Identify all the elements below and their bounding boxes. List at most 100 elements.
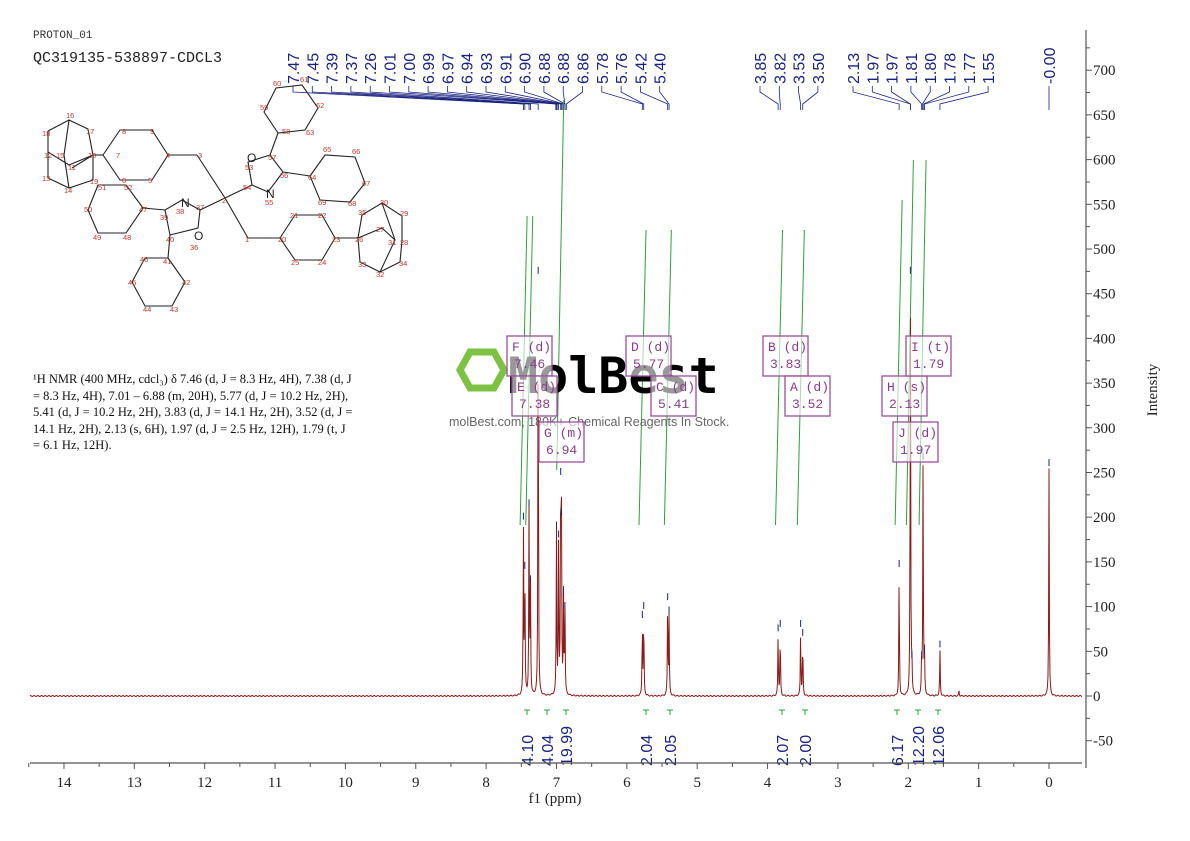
svg-text:5: 5 <box>693 775 701 791</box>
svg-text:29: 29 <box>400 209 408 218</box>
svg-text:2: 2 <box>222 196 226 205</box>
svg-text:7.00: 7.00 <box>402 53 419 84</box>
svg-text:-50: -50 <box>1093 734 1113 750</box>
integral-labels: 4.10 4.04 19.99 2.04 2.05 2.07 2.00 6.17 12.20 12… <box>520 709 948 766</box>
svg-text:H (s): H (s) <box>887 380 926 395</box>
svg-text:13: 13 <box>42 174 50 183</box>
axes: 14 13 12 11 10 9 8 7 6 5 4 3 2 1 0f1 (ppm)-50050100150… <box>28 30 1161 807</box>
molbest-logo-icon <box>455 348 509 392</box>
svg-text:54: 54 <box>243 183 251 192</box>
svg-text:3.82: 3.82 <box>772 53 789 84</box>
svg-text:18: 18 <box>42 129 50 138</box>
svg-text:2.13: 2.13 <box>889 397 920 412</box>
svg-text:0: 0 <box>1093 689 1101 705</box>
svg-text:250: 250 <box>1093 466 1116 482</box>
svg-text:5.41: 5.41 <box>658 397 689 412</box>
svg-text:6.17: 6.17 <box>890 735 907 766</box>
svg-text:7.37: 7.37 <box>344 53 361 84</box>
svg-text:5.78: 5.78 <box>595 53 612 84</box>
svg-text:3.50: 3.50 <box>811 53 828 84</box>
svg-text:6.94: 6.94 <box>546 443 577 458</box>
svg-text:31: 31 <box>388 238 396 247</box>
svg-text:700: 700 <box>1093 63 1116 79</box>
svg-text:5: 5 <box>148 176 152 185</box>
svg-text:N: N <box>266 187 275 201</box>
svg-text:6.88: 6.88 <box>537 53 554 84</box>
svg-text:14: 14 <box>56 775 72 791</box>
svg-text:56: 56 <box>280 171 288 180</box>
svg-text:6.99: 6.99 <box>421 53 438 84</box>
svg-text:8: 8 <box>482 775 490 791</box>
nmr-description: ¹H NMR (400 MHz, cdcl₃) δ 7.46 (d, J = 8… <box>33 372 353 452</box>
svg-text:1.79: 1.79 <box>913 357 944 372</box>
svg-text:30: 30 <box>380 198 388 207</box>
svg-text:6.88: 6.88 <box>556 53 573 84</box>
svg-text:35: 35 <box>358 208 366 217</box>
svg-text:7: 7 <box>116 151 120 160</box>
svg-text:3.53: 3.53 <box>792 53 809 84</box>
svg-text:2.04: 2.04 <box>639 735 656 766</box>
svg-text:69: 69 <box>318 198 326 207</box>
svg-text:68: 68 <box>348 199 356 208</box>
svg-text:62: 62 <box>316 101 324 110</box>
svg-text:59: 59 <box>260 103 268 112</box>
svg-text:0: 0 <box>1045 775 1053 791</box>
svg-text:2.05: 2.05 <box>663 735 680 766</box>
svg-text:O: O <box>247 151 256 165</box>
svg-text:1.97: 1.97 <box>865 53 882 84</box>
svg-text:6.97: 6.97 <box>440 53 457 84</box>
svg-text:500: 500 <box>1093 242 1116 258</box>
svg-text:7.46: 7.46 <box>514 357 545 372</box>
svg-text:-0.00: -0.00 <box>1042 47 1059 84</box>
svg-text:6: 6 <box>122 176 126 185</box>
svg-text:100: 100 <box>1093 600 1116 616</box>
sample-title: QC319135-538897-CDCL3 <box>33 50 223 67</box>
svg-text:7.45: 7.45 <box>305 53 322 84</box>
svg-text:14: 14 <box>64 186 72 195</box>
svg-text:45: 45 <box>128 278 136 287</box>
svg-text:7.39: 7.39 <box>325 53 342 84</box>
svg-text:33: 33 <box>358 260 366 269</box>
spectrum-trace <box>29 266 1083 698</box>
svg-text:6.86: 6.86 <box>576 53 593 84</box>
svg-text:16: 16 <box>66 111 74 120</box>
svg-text:1.81: 1.81 <box>904 53 921 84</box>
svg-text:2: 2 <box>905 775 913 791</box>
svg-text:51: 51 <box>98 183 106 192</box>
svg-text:12: 12 <box>197 775 212 791</box>
svg-text:50: 50 <box>84 205 92 214</box>
svg-text:1.78: 1.78 <box>943 53 960 84</box>
svg-text:5.76: 5.76 <box>614 53 631 84</box>
svg-text:50: 50 <box>1093 644 1108 660</box>
svg-text:600: 600 <box>1093 153 1116 169</box>
svg-text:A (d): A (d) <box>790 380 829 395</box>
svg-text:1.97: 1.97 <box>885 53 902 84</box>
svg-text:12: 12 <box>44 151 52 160</box>
svg-text:8: 8 <box>122 127 126 136</box>
svg-text:44: 44 <box>143 305 151 314</box>
integral-curves <box>519 99 927 526</box>
svg-text:7.01: 7.01 <box>383 53 400 84</box>
multiplet-boxes: F (d) 7.46 E (d) 7.38 G (m) 6.94 D (d) 5.77 C (d… <box>506 335 952 463</box>
svg-text:13: 13 <box>127 775 142 791</box>
svg-text:19.99: 19.99 <box>559 726 576 766</box>
svg-text:I (t): I (t) <box>911 340 950 355</box>
svg-text:5.77: 5.77 <box>633 357 664 372</box>
svg-text:65: 65 <box>323 145 331 154</box>
svg-text:4: 4 <box>166 151 170 160</box>
svg-text:1.80: 1.80 <box>923 53 940 84</box>
svg-text:9: 9 <box>150 127 154 136</box>
svg-text:39: 39 <box>160 213 168 222</box>
svg-text:4.10: 4.10 <box>520 735 537 766</box>
svg-text:26: 26 <box>355 235 363 244</box>
svg-text:43: 43 <box>170 305 178 314</box>
svg-text:1: 1 <box>245 235 249 244</box>
svg-text:11: 11 <box>268 775 282 791</box>
svg-text:3.52: 3.52 <box>792 397 823 412</box>
svg-text:6.93: 6.93 <box>479 53 496 84</box>
svg-text:C (d): C (d) <box>656 380 695 395</box>
svg-text:37: 37 <box>196 203 204 212</box>
svg-text:55: 55 <box>265 198 273 207</box>
svg-text:J (d): J (d) <box>898 426 937 441</box>
